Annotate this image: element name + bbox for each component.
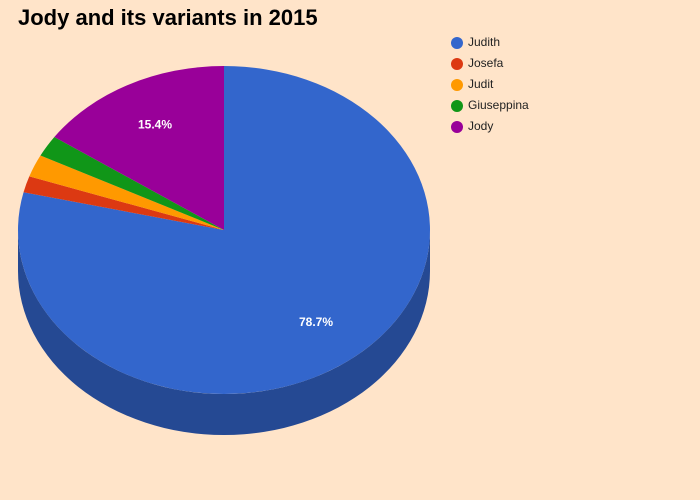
- legend-label: Judit: [468, 77, 494, 91]
- legend-label: Judith: [468, 35, 500, 49]
- legend-label: Giuseppina: [468, 98, 529, 112]
- legend-swatch: [451, 79, 463, 91]
- data-label: 78.7%: [299, 315, 333, 329]
- pie-slice: [29, 155, 225, 230]
- pie-slice: [54, 66, 225, 230]
- legend-swatch: [451, 58, 463, 70]
- pie-slice: [17, 66, 430, 395]
- pie-slice: [40, 136, 225, 230]
- chart-title: Jody and its variants in 2015: [18, 5, 318, 30]
- data-label: 15.4%: [138, 118, 172, 132]
- legend-swatch: [451, 100, 463, 112]
- legend-label: Jody: [468, 119, 493, 133]
- legend-swatch: [451, 37, 463, 49]
- legend-label: Josefa: [468, 56, 504, 70]
- pie-side: [18, 230, 430, 435]
- pie-slice: [23, 176, 225, 230]
- legend-swatch: [451, 121, 463, 133]
